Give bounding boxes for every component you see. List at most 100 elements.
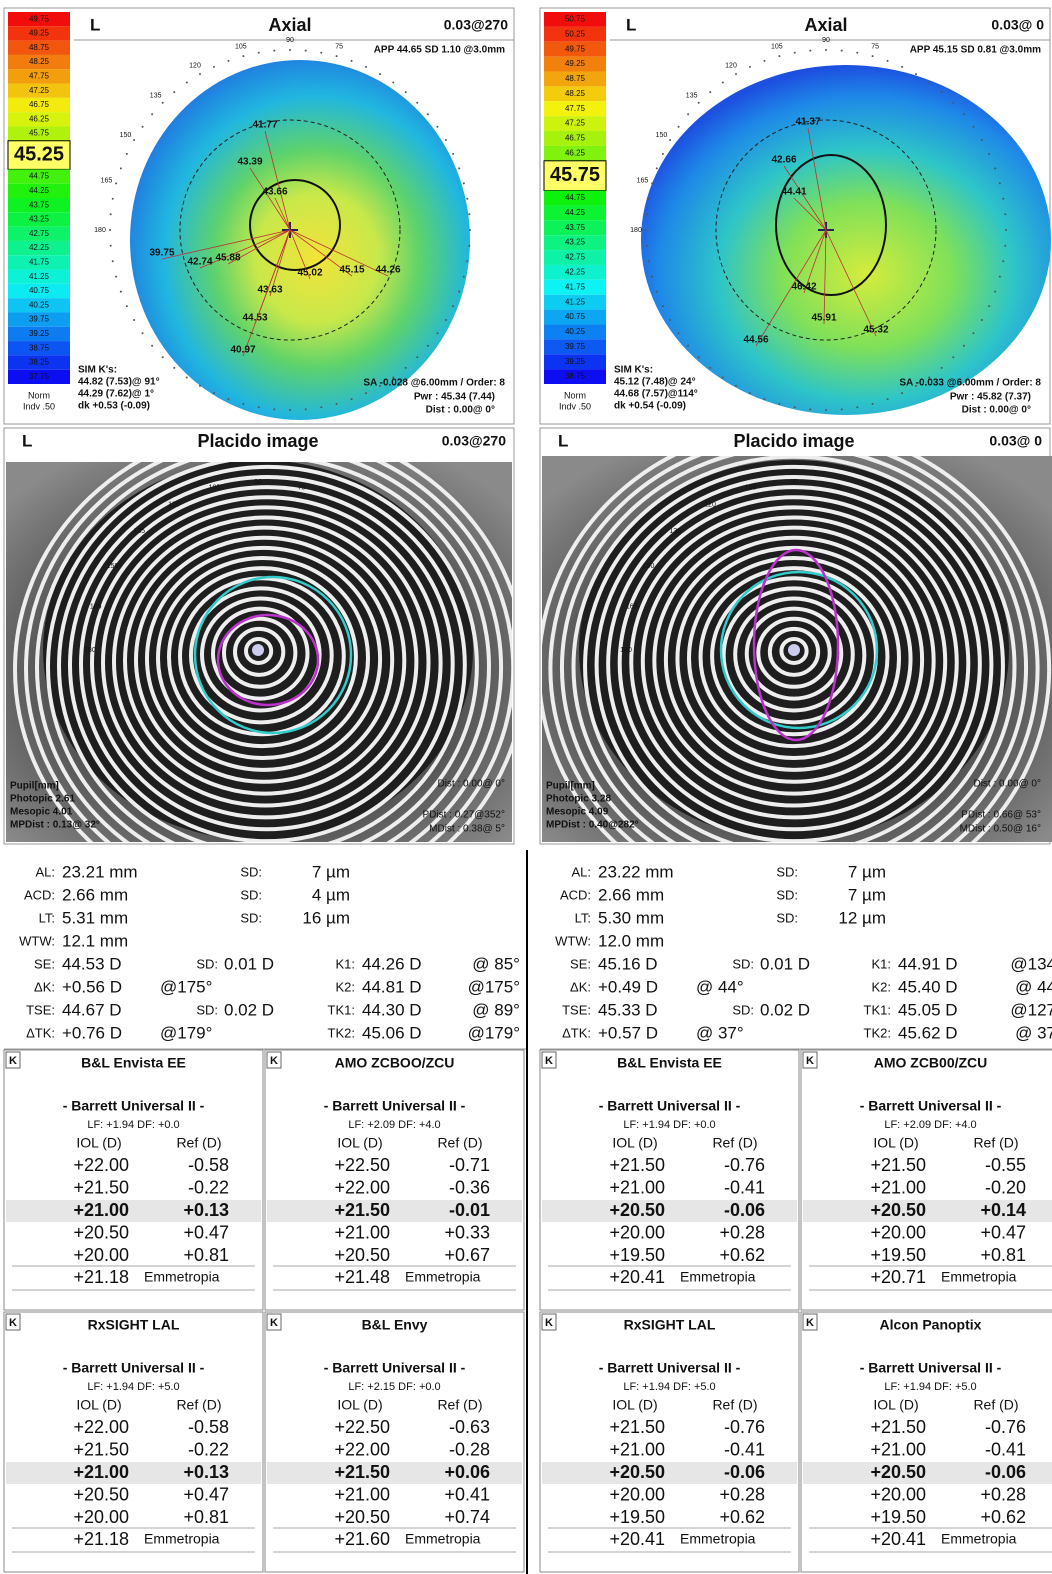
angle-dot [213,66,215,68]
angle-dot [669,139,671,141]
angle-dot [778,55,780,57]
scale-label: 40.75 [565,312,586,321]
biometry-value: +0.76 D [62,1023,122,1042]
iol-power: +21.00 [334,1222,390,1242]
biometry-k: 44.26 D [362,954,422,973]
iol-power: +20.00 [609,1222,665,1242]
scale-label: 41.25 [29,272,50,281]
angle-dot [999,276,1001,278]
scale-label: 46.75 [565,134,586,143]
iol-formula: - Barrett Universal II - [860,1098,1002,1114]
biometry-at: @ 44° [696,977,744,996]
biometry-label: ΔTK: [26,1025,55,1040]
biometry-sd-label: SD: [240,887,262,902]
angle-label: 135 [686,92,698,99]
iol-ref: -0.01 [449,1200,490,1220]
iol-ref: -0.36 [449,1177,490,1197]
map-value: 44.53 [242,313,267,324]
iol-ref: -0.58 [188,1155,229,1175]
iol-ref: -0.76 [985,1417,1026,1437]
biometry-sd: 4 µm [312,885,350,904]
dist-line: Dist : 0.00@ 0° [437,779,505,790]
angle-dot [646,213,648,215]
angle-dot [468,213,470,215]
angle-dot [648,260,650,262]
biometry-k-label: K2: [335,979,355,994]
biometry-axis: @127 [1010,1000,1052,1019]
angle-dot [115,276,117,278]
angle-label: 135 [669,528,681,535]
biometry-label: WTW: [19,933,55,948]
iol-ref: -0.06 [985,1462,1026,1482]
iol-params: LF: +1.94 DF: +5.0 [623,1381,715,1393]
angle-dot [436,332,438,334]
angle-label: 105 [745,485,757,492]
biometry-k: 45.06 D [362,1023,422,1042]
pupil-info: Pupil[mm] [546,781,595,792]
iol-ref: +0.81 [183,1245,229,1265]
iol-power: +21.00 [609,1439,665,1459]
biometry-sd-label: SD: [776,864,798,879]
col-header: Ref (D) [973,1397,1018,1413]
biometry-k-label: K2: [871,979,891,994]
iol-power: +21.50 [334,1462,390,1482]
biometry-k-label: TK1: [864,1002,891,1017]
iol-ref: +0.47 [183,1222,229,1242]
angle-dot [887,398,889,400]
angle-dot [273,50,275,52]
scale-label: 39.25 [565,357,586,366]
angle-dot [645,229,647,231]
col-header: IOL (D) [873,1135,918,1151]
angle-dot [981,319,983,321]
biometry-label: LT: [39,910,55,925]
biometry-value: +0.49 D [598,977,658,996]
scale-label: 41.25 [565,297,586,306]
angle-label: 150 [656,132,668,139]
angle-dot [651,276,653,278]
angle-dot [678,126,680,128]
emm-power: +21.48 [334,1267,390,1287]
report: 49.7549.2548.7548.2547.7547.2546.7546.25… [0,0,1052,1574]
biometry-k: 45.05 D [898,1000,958,1019]
pupil-info: MPDist : 0.40@282° [546,820,639,831]
scale-label: 42.25 [565,268,586,277]
angle-dot [722,376,724,378]
iol-name: B&L Envista EE [617,1055,722,1071]
iol-power: +22.00 [334,1177,390,1197]
angle-dot [289,409,291,411]
iol-power: +21.50 [609,1155,665,1175]
angle-dot [199,385,201,387]
iol-ref: -0.22 [188,1177,229,1197]
angle-dot [173,367,175,369]
iol-power: +22.50 [334,1417,390,1437]
col-header: Ref (D) [176,1397,221,1413]
scale-label: 40.25 [565,327,586,336]
col-header: Ref (D) [712,1397,757,1413]
iol-name: RxSIGHT LAL [624,1317,716,1333]
iol-params: LF: +2.09 DF: +4.0 [884,1119,976,1131]
angle-label: 75 [298,485,306,492]
angle-dot [981,139,983,141]
angle-dot [445,139,447,141]
col-header: IOL (D) [76,1397,121,1413]
iol-name: RxSIGHT LAL [88,1317,180,1333]
scale-label: 43.25 [29,215,50,224]
app-line: APP 45.15 SD 0.81 @3.0mm [910,45,1041,56]
angle-dot [305,50,307,52]
sim-k: 44.29 (7.62)@ 1° [78,389,154,400]
angle-dot [887,60,889,62]
iol-power: +20.50 [870,1200,926,1220]
angle-dot [227,398,229,400]
angle-label: 105 [771,43,783,50]
emm-label: Emmetropia [680,1531,756,1547]
angle-dot [999,182,1001,184]
iol-power: +20.00 [870,1222,926,1242]
col-header: IOL (D) [76,1135,121,1151]
iol-power: +19.50 [609,1507,665,1527]
scale-label: 46.25 [565,148,586,157]
angle-dot [809,408,811,410]
pdist-line: PDist : 0.66@ 53° [961,810,1041,821]
scale-label: 48.75 [29,43,50,52]
angle-dot [162,102,164,104]
biometry-sd: 0.01 D [224,954,274,973]
